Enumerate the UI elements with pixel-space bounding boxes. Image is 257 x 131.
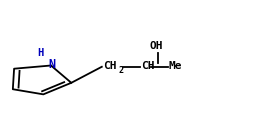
Text: Me: Me	[169, 61, 182, 71]
Text: N: N	[49, 58, 56, 71]
Text: CH: CH	[103, 61, 117, 71]
Text: 2: 2	[119, 66, 124, 75]
Text: CH: CH	[141, 61, 154, 71]
Text: H: H	[38, 48, 44, 58]
Text: OH: OH	[150, 41, 163, 51]
